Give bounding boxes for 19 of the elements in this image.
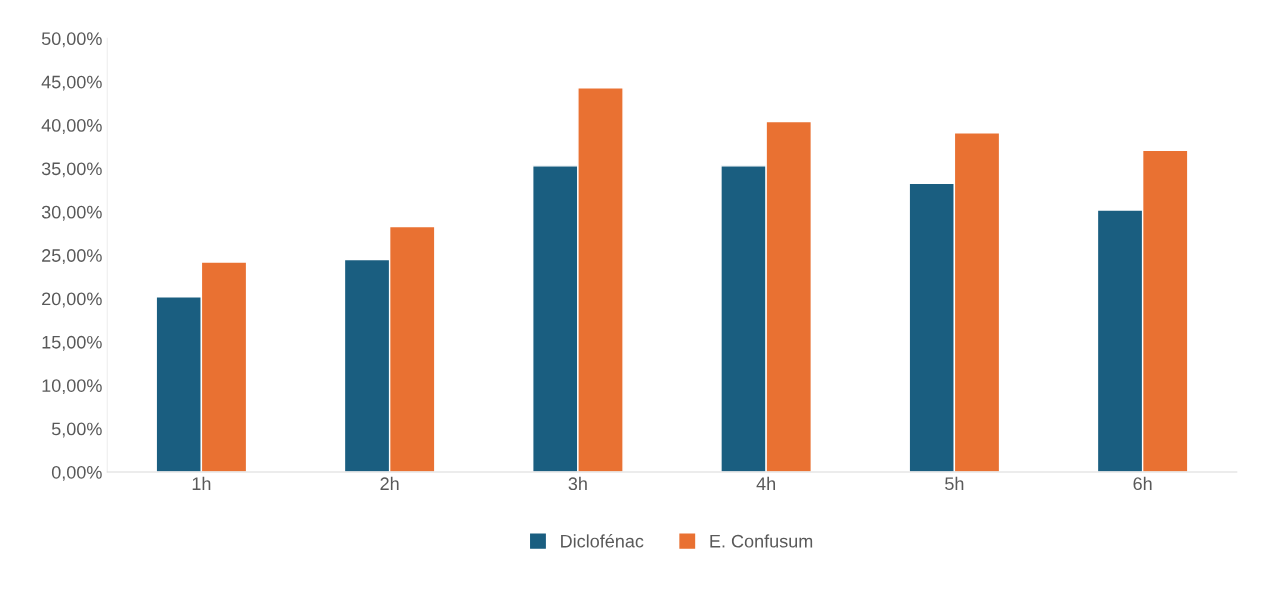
- y-tick-label: 5,00%: [51, 422, 102, 438]
- y-tick-label: 25,00%: [42, 249, 102, 265]
- x-tick-label: 3h: [568, 476, 587, 491]
- x-tick-label: 2h: [380, 476, 399, 490]
- y-tick-label: 15,00%: [42, 335, 102, 351]
- y-tick-label: 30,00%: [41, 205, 102, 221]
- y-tick-label: 45,00%: [41, 75, 102, 91]
- y-tick-label: 10,00%: [42, 379, 102, 395]
- x-tick-label: 5h: [945, 476, 964, 491]
- y-tick-label: 20,00%: [42, 292, 102, 308]
- y-tick-label: 0,00%: [51, 465, 102, 481]
- x-tick-label: 1h: [192, 476, 211, 490]
- x-tick-label: 4h: [756, 476, 776, 490]
- legend-label: E. Confusum: [710, 534, 813, 548]
- y-tick-label: 50,00%: [41, 32, 102, 48]
- y-tick-label: 35,00%: [41, 162, 102, 178]
- legend-label: Diclofénac: [561, 534, 644, 548]
- x-tick-label: 6h: [1133, 476, 1152, 491]
- y-tick-label: 40,00%: [41, 119, 102, 134]
